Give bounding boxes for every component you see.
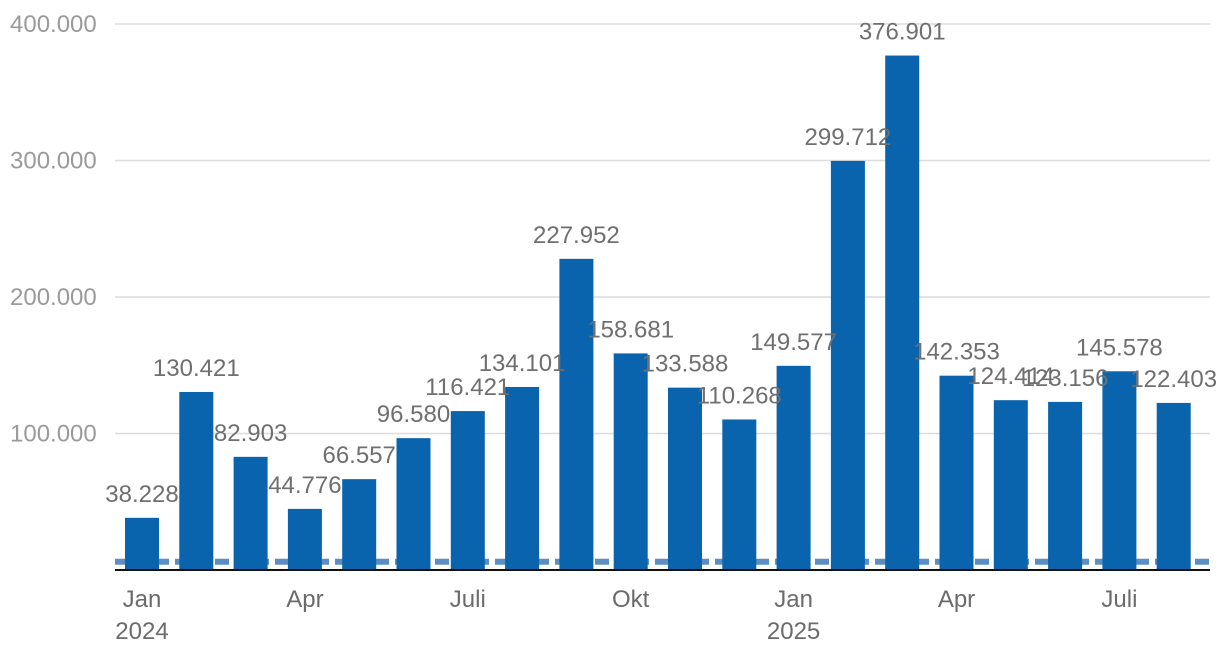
data-label: 82.903: [214, 420, 287, 447]
x-tick-label: Jan: [774, 586, 813, 613]
bar-12: [722, 419, 757, 570]
data-label: 44.776: [268, 472, 341, 499]
data-label: 38.228: [105, 481, 178, 508]
data-label: 299.712: [805, 124, 892, 151]
data-label: 124.414: [967, 363, 1054, 390]
bar-1: [125, 517, 159, 570]
y-tick-label: 200.000: [10, 284, 97, 311]
bar-14: [830, 160, 865, 570]
data-label: 376.901: [859, 19, 946, 46]
x-tick-year-label: 2024: [115, 618, 168, 645]
x-axis-ticks: Jan 2024 Apr Juli Okt Jan 2025 Apr Juli: [115, 586, 1137, 645]
bar-6: [396, 438, 431, 570]
data-label: 66.557: [322, 442, 395, 469]
data-label: 130.421: [153, 355, 240, 382]
x-tick-label: Juli: [450, 586, 486, 613]
bar-10: [613, 353, 648, 570]
bars: [125, 55, 1191, 570]
bar-8: [505, 386, 540, 570]
data-label: 96.580: [377, 401, 450, 428]
data-labels: 38.228 130.421 82.903 44.776 66.557 96.580116…: [105, 19, 1217, 508]
bar-3: [233, 456, 268, 570]
bar-7: [450, 411, 485, 570]
x-tick-label: Juli: [1101, 586, 1137, 613]
bar-13: [776, 365, 811, 570]
bar-18: [1048, 401, 1083, 570]
data-label: 122.403: [1130, 366, 1217, 393]
bar-5: [342, 479, 377, 570]
x-tick-label: Okt: [612, 586, 650, 613]
bar-17: [993, 400, 1028, 570]
y-tick-label: 100.000: [10, 421, 97, 448]
bar-11: [668, 387, 702, 570]
y-tick-label: 300.000: [10, 148, 97, 175]
bar-9: [559, 258, 594, 570]
bar-4: [287, 508, 322, 570]
x-tick-label: Apr: [938, 586, 975, 613]
data-label: 158.681: [587, 316, 674, 343]
bar-19: [1102, 371, 1137, 570]
data-label: 110.268: [697, 382, 782, 409]
bar-2: [179, 391, 214, 570]
y-tick-label: 400.000: [10, 11, 97, 38]
data-label: 145.578: [1076, 334, 1163, 361]
x-tick-year-label: 2025: [767, 618, 820, 645]
y-axis-ticks: 100.000 200.000 300.000 400.000: [10, 11, 97, 448]
x-tick-label: Apr: [286, 586, 323, 613]
data-label: 149.577: [750, 329, 837, 356]
bar-16: [939, 375, 974, 570]
data-label: 134.101: [479, 350, 566, 377]
data-label: 123.156: [1022, 365, 1109, 392]
data-label: 227.952: [533, 222, 620, 249]
data-label: 116.421: [425, 374, 510, 401]
bar-20: [1156, 402, 1191, 570]
x-tick-label: Jan: [123, 586, 162, 613]
data-label: 142.353: [913, 339, 1000, 366]
bar-15: [885, 55, 920, 570]
data-label: 133.588: [642, 351, 729, 378]
